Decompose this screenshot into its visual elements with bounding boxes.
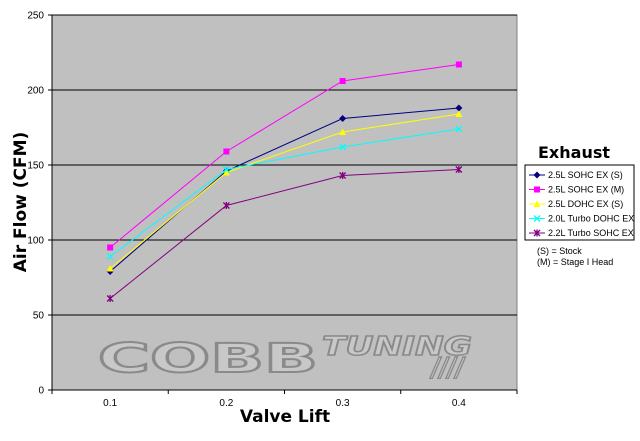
data-point [107,244,114,251]
legend-label: 2.5L SOHC EX (S) [548,170,623,180]
legend-item-1: 2.5L SOHC EX (S) [529,170,623,180]
series-2 [107,61,462,251]
legend-marker [533,200,541,207]
watermark-logo-sub: TUNING [322,332,472,362]
data-point [106,265,114,272]
data-point [222,202,230,209]
data-point [222,169,230,176]
legend-marker [534,186,540,193]
legend-label: 2.0L Turbo DOHC EX [548,214,634,224]
x-axis-title: Valve Lift [240,407,330,427]
data-point [223,148,230,155]
legend-label: 2.5L SOHC EX (M) [548,185,624,195]
x-tick-label: 0.1 [103,398,117,409]
legend-item-4: 2.0L Turbo DOHC EX [529,214,634,224]
y-axis-title: Air Flow (CFM) [11,132,31,273]
plot-area [51,14,518,391]
data-point [222,166,230,173]
data-series [106,61,463,302]
note-stock: (S) = Stock [537,246,582,256]
grid-lines [52,14,517,316]
y-tick-label: 100 [27,236,44,247]
series-3 [106,110,463,272]
legend-marker [533,171,541,179]
legend-item-2: 2.5L SOHC EX (M) [529,185,624,195]
watermark-logo-main: COBB [98,336,318,382]
series-4 [106,125,463,260]
axes: 0 50 100 150 200 250 0.1 0.2 0.3 0.4 [27,11,518,409]
data-point [106,295,114,302]
legend-item-5: 2.2L Turbo SOHC EX [529,228,634,238]
data-point [455,104,463,112]
legend-title: Exhaust [538,143,610,162]
x-tick-label: 0.4 [452,398,466,409]
legend-marker [533,215,541,222]
legend-item-3: 2.5L DOHC EX (S) [529,199,623,209]
legend-items: 2.5L SOHC EX (S) 2.5L SOHC EX (M) 2.5L DOH… [529,170,634,238]
data-point [455,166,463,173]
data-point [339,115,347,122]
legend-label: 2.2L Turbo SOHC EX [548,228,634,238]
legend-marker [533,229,541,237]
legend-label: 2.5L DOHC EX (S) [548,199,623,209]
data-point [339,78,346,84]
data-point [455,61,462,68]
y-tick-label: 0 [38,386,44,397]
watermark-logo-stripes: //// [429,353,466,383]
data-point [455,125,463,133]
legend: Exhaust 2.5L SOHC EX (S) 2.5L SOHC EX (M)… [524,143,635,241]
y-tick-label: 250 [27,11,44,22]
y-tick-label: 50 [33,311,45,322]
data-point [339,143,347,151]
y-tick-label: 200 [27,86,44,97]
series-line [109,64,459,248]
series-line [109,169,459,299]
x-tick-label: 0.3 [336,398,350,409]
series-line [109,128,459,257]
series-5 [106,166,463,302]
notes: (S) = Stock (M) = Stage I Head [537,246,613,267]
note-stage-one-head: (M) = Stage I Head [537,257,613,267]
data-point [339,172,347,179]
cobb-tuning-watermark-logo: COBB TUNING //// [97,331,473,384]
legend-box [524,164,635,241]
series-line [109,113,459,269]
data-point [455,110,463,117]
data-point [339,128,347,135]
y-tick-label: 150 [27,161,44,172]
data-point [106,253,114,260]
x-tick-label: 0.2 [219,398,233,409]
series-line [109,107,459,272]
